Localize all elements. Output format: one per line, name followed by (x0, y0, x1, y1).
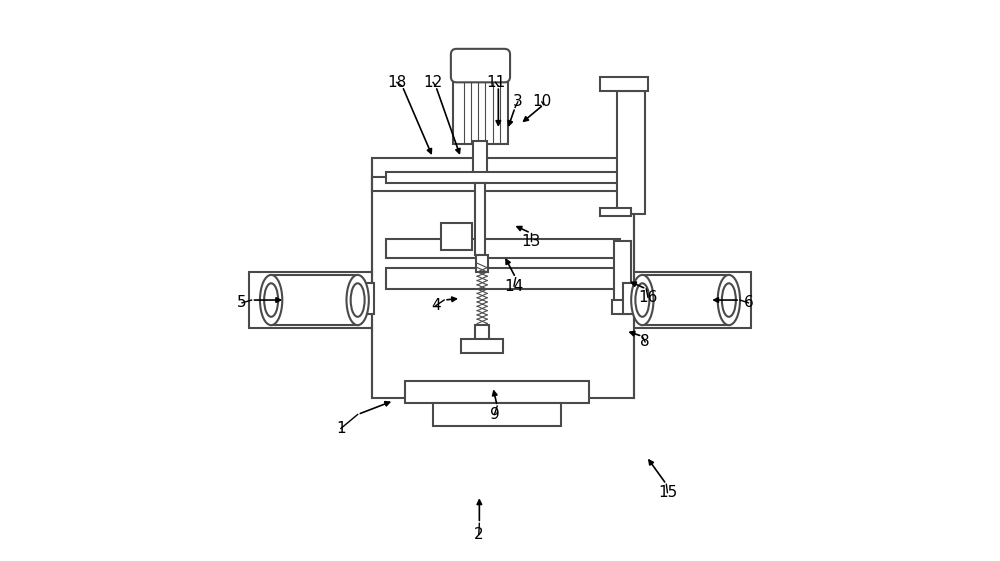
FancyBboxPatch shape (358, 283, 374, 314)
Text: 13: 13 (521, 234, 540, 249)
FancyBboxPatch shape (433, 403, 561, 426)
Text: 1: 1 (336, 421, 346, 436)
FancyBboxPatch shape (614, 241, 631, 303)
FancyBboxPatch shape (617, 91, 645, 214)
FancyBboxPatch shape (386, 238, 620, 258)
FancyBboxPatch shape (386, 268, 620, 289)
Ellipse shape (346, 275, 369, 325)
FancyBboxPatch shape (405, 381, 589, 403)
FancyBboxPatch shape (451, 49, 510, 82)
Text: 11: 11 (486, 75, 505, 90)
Text: 16: 16 (638, 289, 658, 305)
Ellipse shape (264, 283, 278, 317)
Ellipse shape (260, 275, 282, 325)
Ellipse shape (718, 275, 740, 325)
Text: 5: 5 (237, 295, 247, 310)
FancyBboxPatch shape (473, 141, 487, 177)
FancyBboxPatch shape (475, 325, 489, 342)
FancyBboxPatch shape (453, 77, 508, 144)
Ellipse shape (722, 283, 736, 317)
FancyBboxPatch shape (600, 208, 631, 217)
Text: 15: 15 (658, 485, 677, 500)
Text: 14: 14 (504, 279, 524, 293)
FancyBboxPatch shape (372, 177, 634, 191)
Ellipse shape (635, 283, 649, 317)
FancyBboxPatch shape (623, 272, 751, 328)
Ellipse shape (631, 275, 654, 325)
FancyBboxPatch shape (372, 158, 634, 398)
FancyBboxPatch shape (475, 183, 485, 255)
FancyBboxPatch shape (249, 272, 377, 328)
Text: 12: 12 (423, 75, 443, 90)
Text: 2: 2 (474, 527, 484, 542)
FancyBboxPatch shape (612, 300, 628, 314)
Text: 8: 8 (640, 334, 650, 350)
FancyBboxPatch shape (441, 223, 472, 250)
Text: 10: 10 (532, 94, 551, 109)
FancyBboxPatch shape (623, 283, 640, 314)
FancyBboxPatch shape (600, 77, 648, 91)
Text: 4: 4 (431, 298, 441, 313)
Text: 6: 6 (744, 295, 753, 310)
Ellipse shape (351, 283, 365, 317)
FancyBboxPatch shape (461, 339, 503, 353)
Text: 9: 9 (490, 407, 499, 422)
FancyBboxPatch shape (386, 172, 631, 183)
Text: 18: 18 (387, 75, 406, 90)
FancyBboxPatch shape (476, 255, 488, 272)
Text: 3: 3 (513, 94, 523, 109)
